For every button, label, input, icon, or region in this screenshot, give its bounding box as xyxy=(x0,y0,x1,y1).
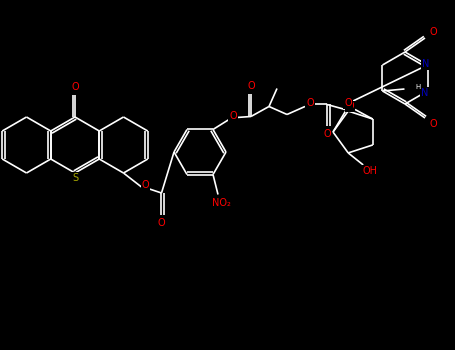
Text: OH: OH xyxy=(363,166,378,176)
Text: O: O xyxy=(429,27,437,37)
Text: O: O xyxy=(247,82,255,91)
Text: N: N xyxy=(421,88,428,98)
Text: O: O xyxy=(429,119,437,129)
Text: O: O xyxy=(306,98,314,108)
Text: O: O xyxy=(71,82,79,92)
Text: NO₂: NO₂ xyxy=(212,197,230,208)
Text: O: O xyxy=(346,102,354,112)
Text: O: O xyxy=(158,218,165,228)
Text: S: S xyxy=(72,173,78,183)
Text: O: O xyxy=(344,98,352,108)
Text: O: O xyxy=(142,180,149,190)
Text: N: N xyxy=(422,59,429,69)
Text: O: O xyxy=(323,130,331,140)
Text: O: O xyxy=(229,112,237,121)
Text: H: H xyxy=(415,84,420,90)
